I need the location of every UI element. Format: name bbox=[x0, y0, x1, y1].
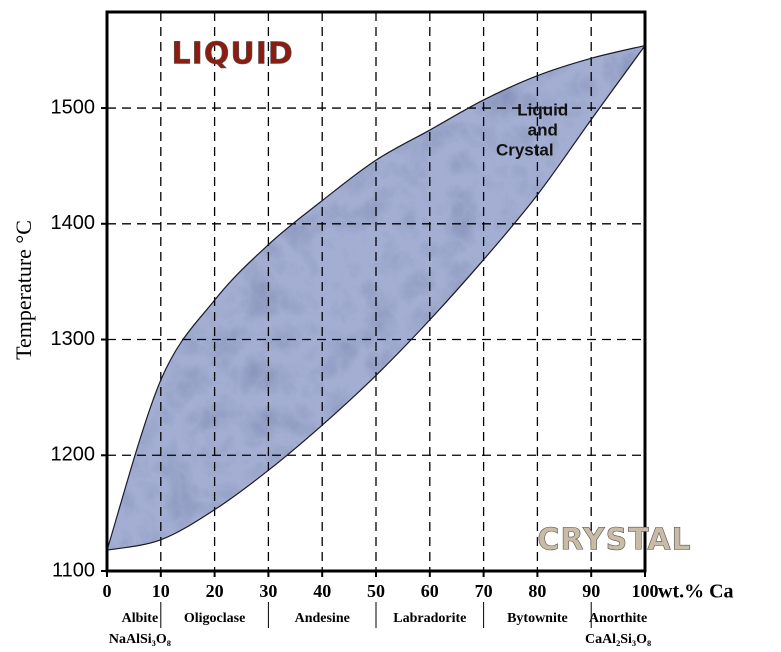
y-tick-label: 1300 bbox=[51, 328, 96, 350]
x-axis-label: wt.% Ca bbox=[658, 581, 734, 603]
region-label: Liquid bbox=[517, 101, 568, 120]
x-tick-label: 10 bbox=[152, 581, 170, 601]
mineral-name: Labradorite bbox=[393, 611, 466, 626]
mineral-name: Anorthite bbox=[589, 611, 647, 626]
mineral-name: Bytownite bbox=[507, 611, 568, 626]
mineral-formula: CaAl₂Si₃O₈ bbox=[585, 632, 651, 647]
x-tick-label: 30 bbox=[259, 581, 277, 601]
x-tick-label: 80 bbox=[528, 581, 546, 601]
region-label: and bbox=[528, 121, 558, 140]
y-axis-label: Temperature °C bbox=[11, 220, 36, 360]
y-tick-label: 1500 bbox=[51, 96, 96, 118]
mineral-name: Andesine bbox=[295, 611, 350, 626]
y-tick-label: 1100 bbox=[52, 559, 95, 581]
x-tick-label: 60 bbox=[421, 581, 439, 601]
x-tick-label: 40 bbox=[313, 581, 331, 601]
region-label: Crystal bbox=[496, 141, 554, 160]
mineral-name: Oligoclase bbox=[184, 611, 245, 626]
chart: Temperature °C wt.% Ca 0 10 20 30 40 50 60 70 80… bbox=[0, 0, 781, 652]
region-label: LIQUID bbox=[172, 36, 294, 71]
mineral-name: Albite bbox=[122, 611, 159, 626]
x-tick-label: 50 bbox=[367, 581, 385, 601]
x-tick-label: 0 bbox=[103, 581, 112, 601]
x-tick-label: 90 bbox=[582, 581, 600, 601]
mineral-formula: NaAlSi₃O₈ bbox=[109, 632, 171, 647]
x-tick-label: 100 bbox=[632, 581, 659, 601]
y-tick-label: 1400 bbox=[51, 212, 96, 234]
x-tick-label: 70 bbox=[475, 581, 493, 601]
y-tick-label: 1200 bbox=[51, 444, 96, 466]
x-tick-label: 20 bbox=[206, 581, 224, 601]
region-label: CRYSTAL bbox=[537, 522, 691, 557]
